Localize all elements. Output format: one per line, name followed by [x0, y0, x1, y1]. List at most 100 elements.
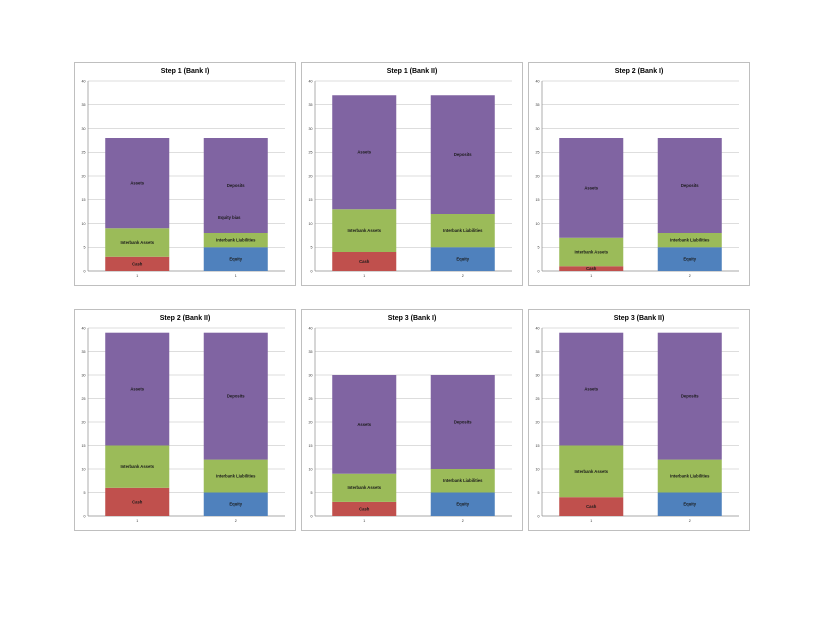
bar-segment-interbank-assets: [559, 237, 624, 267]
y-tick-label: 20: [309, 420, 313, 424]
y-tick-label: 35: [309, 103, 313, 107]
bar-segment-interbank-liabilities: [657, 233, 722, 248]
y-tick-label: 15: [536, 444, 540, 448]
y-tick-label: 35: [309, 350, 313, 354]
x-tick-label: 2: [689, 519, 691, 523]
data-label-interbank-assets: Interbank Assets: [347, 485, 381, 490]
y-tick-label: 0: [538, 269, 540, 273]
y-tick-label: 25: [309, 397, 313, 401]
x-tick-label: 2: [462, 274, 464, 278]
y-tick-label: 15: [82, 198, 86, 202]
bar-segment-assets: [559, 332, 624, 446]
data-label-assets: Assets: [584, 387, 598, 392]
chart-title: Step 1 (Bank I): [161, 68, 210, 75]
chart-title: Step 2 (Bank I): [615, 68, 664, 75]
bar-segment-interbank-assets: [105, 445, 170, 488]
bar-segment-deposits: [430, 375, 495, 469]
bar-segment-interbank-liabilities: [430, 469, 495, 493]
data-label-interbank-liabilities: Interbank Liabilities: [443, 478, 483, 483]
chart-svg: Step 2 (Bank I) 0 5 10 15 20 25 30 35 40 Cash Inter…: [536, 68, 739, 278]
chart-svg: Step 3 (Bank I) 0 5 10 15 20 25 30 35 40 Cash Inter…: [309, 315, 512, 523]
y-tick-label: 30: [309, 127, 313, 131]
bar-segment-deposits: [203, 332, 268, 460]
y-tick-label: 5: [538, 246, 540, 250]
y-tick-label: 40: [536, 326, 540, 330]
bar-segment-equity: [203, 247, 268, 271]
y-tick-label: 25: [82, 151, 86, 155]
annotation-text: Equity bias: [218, 215, 241, 220]
bar-segment-cash: [559, 497, 624, 516]
y-tick-label: 5: [311, 491, 313, 495]
data-label-assets: Assets: [584, 185, 598, 190]
bar-segment-deposits: [657, 138, 722, 233]
y-tick-label: 30: [82, 127, 86, 131]
y-tick-label: 40: [82, 79, 86, 83]
chart-svg: Step 1 (Bank II) 0 5 10 15 20 25 30 35 40 Cash Inte…: [309, 68, 512, 278]
data-label-interbank-assets: Interbank Assets: [120, 464, 154, 469]
y-tick-label: 20: [536, 420, 540, 424]
bar-segment-equity: [657, 247, 722, 271]
y-tick-label: 30: [309, 373, 313, 377]
data-label-interbank-liabilities: Interbank Liabilities: [670, 473, 710, 478]
y-tick-label: 0: [538, 514, 540, 518]
y-tick-label: 35: [536, 350, 540, 354]
x-tick-label: 1: [363, 519, 365, 523]
data-label-cash: Cash: [359, 506, 370, 511]
data-label-assets: Assets: [130, 387, 144, 392]
bar-segment-cash: [105, 256, 170, 271]
x-tick-label: 1: [136, 274, 138, 278]
data-label-equity: Equity: [456, 257, 469, 262]
data-label-cash: Cash: [132, 499, 143, 504]
data-label-interbank-assets: Interbank Assets: [347, 228, 381, 233]
y-tick-label: 30: [82, 373, 86, 377]
y-tick-label: 0: [311, 514, 313, 518]
y-tick-label: 10: [536, 467, 540, 471]
bar-segment-assets: [332, 95, 397, 210]
y-tick-label: 30: [536, 127, 540, 131]
y-tick-label: 20: [309, 174, 313, 178]
bar-segment-assets: [105, 332, 170, 446]
y-tick-label: 0: [84, 269, 86, 273]
data-label-deposits: Deposits: [454, 419, 472, 424]
y-tick-label: 0: [84, 514, 86, 518]
bar-segment-assets: [332, 375, 397, 474]
bar-segment-interbank-assets: [332, 473, 397, 502]
chart-title: Step 1 (Bank II): [387, 68, 438, 75]
data-label-assets: Assets: [357, 422, 371, 427]
bar-segment-cash: [332, 252, 397, 271]
data-label-equity: Equity: [229, 502, 242, 507]
y-tick-label: 15: [536, 198, 540, 202]
bar-segment-equity: [430, 492, 495, 516]
y-tick-label: 5: [84, 491, 86, 495]
y-tick-label: 10: [309, 222, 313, 226]
y-tick-label: 25: [536, 151, 540, 155]
chart-panel-step2-bank2: Step 2 (Bank II) 0 5 10 15 20 25 30 35 40 Cash Inte…: [74, 309, 296, 531]
bar-segment-deposits: [430, 95, 495, 214]
bar-segment-interbank-assets: [332, 209, 397, 252]
chart-svg: Step 2 (Bank II) 0 5 10 15 20 25 30 35 40 Cash Inte…: [82, 315, 285, 523]
y-tick-label: 5: [311, 246, 313, 250]
data-label-deposits: Deposits: [454, 152, 472, 157]
y-tick-label: 10: [82, 222, 86, 226]
chart-panel-step3-bank1: Step 3 (Bank I) 0 5 10 15 20 25 30 35 40 Cash Inter…: [301, 309, 523, 531]
y-tick-label: 20: [82, 174, 86, 178]
data-label-assets: Assets: [130, 181, 144, 186]
bar-segment-equity: [657, 492, 722, 516]
x-tick-label: 1: [363, 274, 365, 278]
chart-panel-step1-bank2: Step 1 (Bank II) 0 5 10 15 20 25 30 35 40 Cash Inte…: [301, 62, 523, 286]
y-tick-label: 40: [82, 326, 86, 330]
data-label-interbank-assets: Interbank Assets: [574, 249, 608, 254]
x-tick-label: 2: [462, 519, 464, 523]
data-label-interbank-liabilities: Interbank Liabilities: [216, 473, 256, 478]
bar-segment-interbank-liabilities: [203, 233, 268, 248]
data-label-cash: Cash: [586, 266, 597, 271]
y-tick-label: 30: [536, 373, 540, 377]
x-tick-label: 1: [235, 274, 237, 278]
x-tick-label: 1: [590, 519, 592, 523]
data-label-interbank-liabilities: Interbank Liabilities: [216, 238, 256, 243]
bar-segment-cash: [559, 266, 624, 271]
x-tick-label: 1: [590, 274, 592, 278]
data-label-equity: Equity: [229, 257, 242, 262]
y-tick-label: 5: [538, 491, 540, 495]
y-tick-label: 25: [82, 397, 86, 401]
